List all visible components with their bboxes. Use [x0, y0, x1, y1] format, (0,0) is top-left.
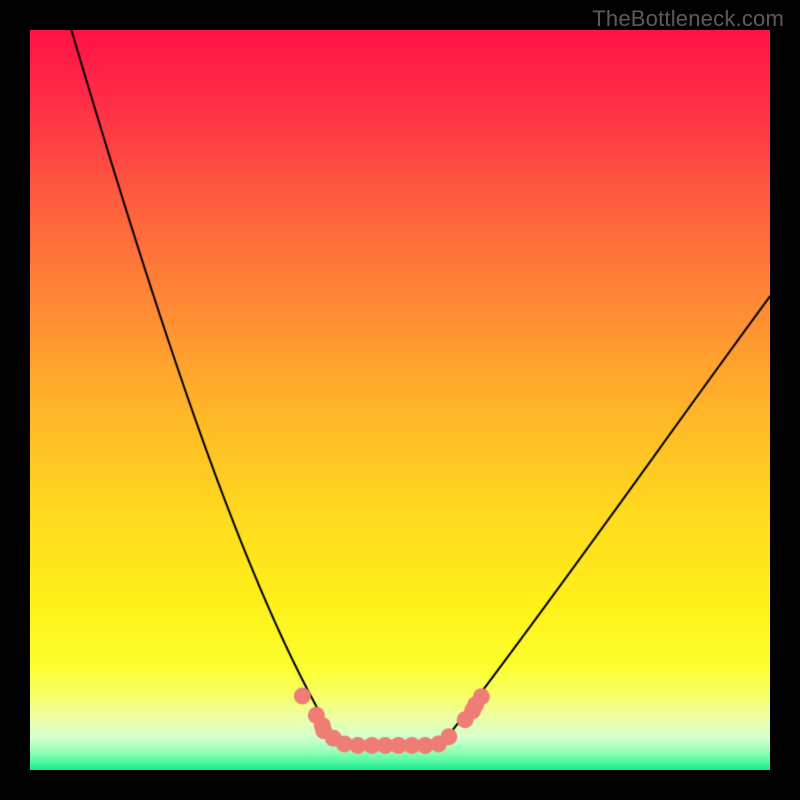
bottleneck-chart [30, 30, 770, 770]
stage: TheBottleneck.com [0, 0, 800, 800]
watermark-text: TheBottleneck.com [592, 6, 784, 32]
